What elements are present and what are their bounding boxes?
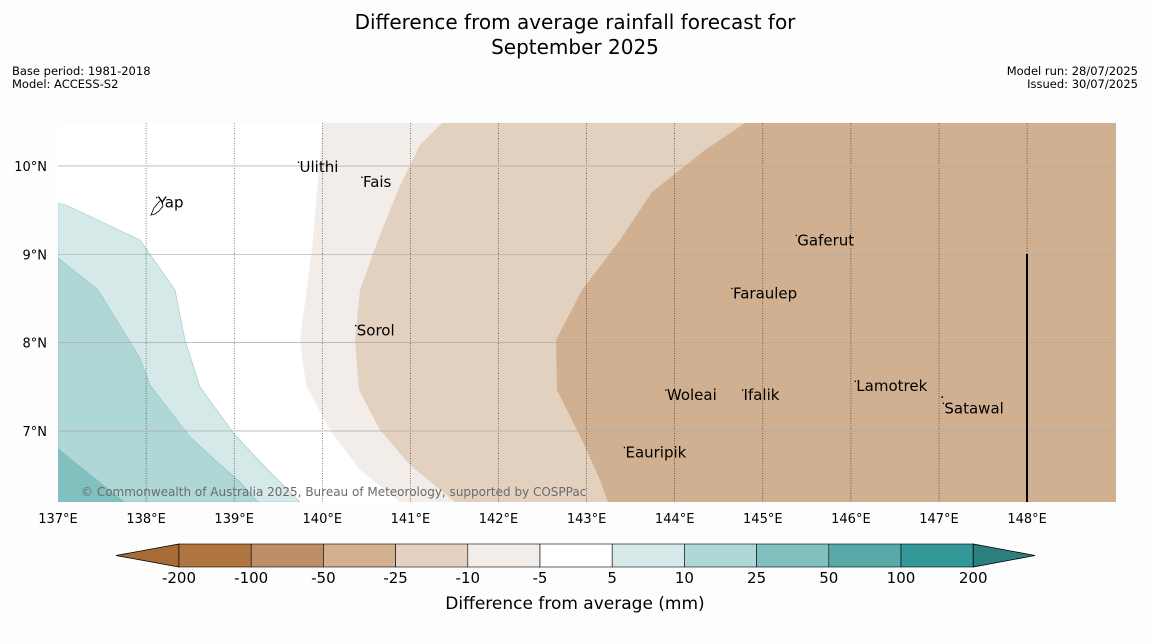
island-dot: . — [940, 386, 944, 402]
rainfall-band-plus-25 — [58, 448, 125, 502]
colorbar-tick-label: -100 — [234, 569, 268, 587]
longitude-tick-label: 142°E — [479, 512, 519, 527]
meta-left: Base period: 1981-2018 Model: ACCESS-S2 — [12, 65, 151, 91]
title-line-1: Difference from average rainfall forecas… — [354, 10, 796, 34]
place-marker — [854, 380, 857, 383]
base-period-text: Base period: 1981-2018 — [12, 64, 151, 78]
place-label: Satawal — [944, 399, 1003, 417]
place-marker — [623, 446, 626, 449]
colorbar-segment — [900, 543, 974, 568]
colorbar-arrow-right — [972, 543, 1036, 568]
model-text: Model: ACCESS-S2 — [12, 77, 119, 91]
colorbar-segment — [611, 543, 685, 568]
colorbar: -200 -100 -50 -25 -10 -5 5 10 25 50 100 200 — [115, 543, 1036, 587]
place-label: Yap — [157, 194, 184, 212]
colorbar-tick-label: 10 — [675, 569, 694, 587]
colorbar-segment — [250, 543, 324, 568]
place-label: Ulithi — [300, 158, 339, 176]
longitude-tick-label: 139°E — [214, 512, 254, 527]
place-marker — [942, 402, 945, 405]
colorbar-tick-label: 200 — [959, 569, 988, 587]
yap-island-shape — [150, 199, 164, 216]
colorbar-tick-label: 5 — [607, 569, 617, 587]
colorbar-tick-label: -5 — [533, 569, 548, 587]
copyright-text: © Commonwealth of Australia 2025, Bureau… — [81, 485, 586, 499]
colorbar-tick-label: 25 — [747, 569, 766, 587]
place-label: Ifalik — [744, 386, 780, 404]
place-marker — [731, 287, 733, 290]
longitude-tick-label: 137°E — [38, 512, 78, 527]
issued-text: Issued: 30/07/2025 — [1027, 77, 1138, 91]
longitude-tick-label: 146°E — [831, 512, 871, 527]
longitude-tick-label: 140°E — [303, 512, 343, 527]
place-marker — [665, 389, 667, 391]
longitude-tick-labels: 137°E 138°E 139°E 140°E 141°E 142°E 143°E 144°E… — [38, 512, 1047, 527]
map-grid — [58, 123, 1116, 502]
place-marker — [354, 324, 357, 327]
colorbar-segment — [828, 543, 902, 568]
latitude-tick-label: 9°N — [23, 248, 48, 263]
colorbar-segment — [756, 543, 830, 568]
place-label: Eauripik — [625, 443, 686, 461]
longitude-tick-label: 141°E — [391, 512, 431, 527]
place-label: Lamotrek — [856, 377, 927, 395]
meta-right: Model run: 28/07/2025 Issued: 30/07/2025 — [1007, 65, 1138, 91]
longitude-tick-label: 138°E — [126, 512, 166, 527]
map-area — [58, 123, 1116, 502]
place-marker — [297, 161, 300, 163]
latitude-tick-label: 10°N — [14, 160, 47, 175]
latitude-tick-label: 7°N — [23, 425, 48, 440]
place-label: Woleai — [667, 386, 717, 404]
colorbar-tick-label: -25 — [383, 569, 408, 587]
colorbar-tick-label: -50 — [311, 569, 336, 587]
colorbar-tick-label: 50 — [819, 569, 838, 587]
place-marker — [741, 389, 744, 391]
place-marker — [155, 196, 158, 199]
longitude-tick-label: 147°E — [919, 512, 959, 527]
place-label: Gaferut — [797, 231, 854, 249]
place-label: Sorol — [357, 322, 395, 340]
colorbar-tick-label: -200 — [162, 569, 196, 587]
longitude-tick-label: 144°E — [655, 512, 695, 527]
colorbar-segment — [323, 543, 396, 568]
colorbar-arrow-left — [115, 543, 180, 568]
colorbar-tick-label: -10 — [456, 569, 481, 587]
title-line-2: September 2025 — [491, 35, 659, 59]
rainfall-band-plus-10 — [58, 257, 259, 502]
latitude-tick-label: 8°N — [23, 337, 48, 352]
longitude-tick-label: 143°E — [567, 512, 607, 527]
colorbar-segment — [684, 543, 757, 568]
place-label: Faraulep — [733, 284, 797, 302]
place-labels: Ulithi Fais Yap Gaferut Faraulep Sorol Lamotre… — [155, 158, 1004, 461]
colorbar-segment — [178, 543, 252, 568]
colorbar-segment — [395, 543, 469, 568]
longitude-tick-label: 145°E — [743, 512, 783, 527]
colorbar-unit-label: Difference from average (mm) — [445, 594, 705, 614]
colorbar-segment — [467, 543, 541, 568]
colorbar-tick-label: 100 — [887, 569, 916, 587]
model-run-text: Model run: 28/07/2025 — [1006, 64, 1138, 78]
colorbar-segment — [539, 543, 613, 568]
longitude-tick-label: 148°E — [1007, 512, 1047, 527]
place-marker — [361, 176, 363, 178]
place-label: Fais — [363, 173, 392, 191]
latitude-tick-labels: 10°N 9°N 8°N 7°N — [14, 160, 47, 440]
place-marker — [795, 234, 798, 237]
map-title: Difference from average rainfall forecas… — [0, 10, 1150, 60]
